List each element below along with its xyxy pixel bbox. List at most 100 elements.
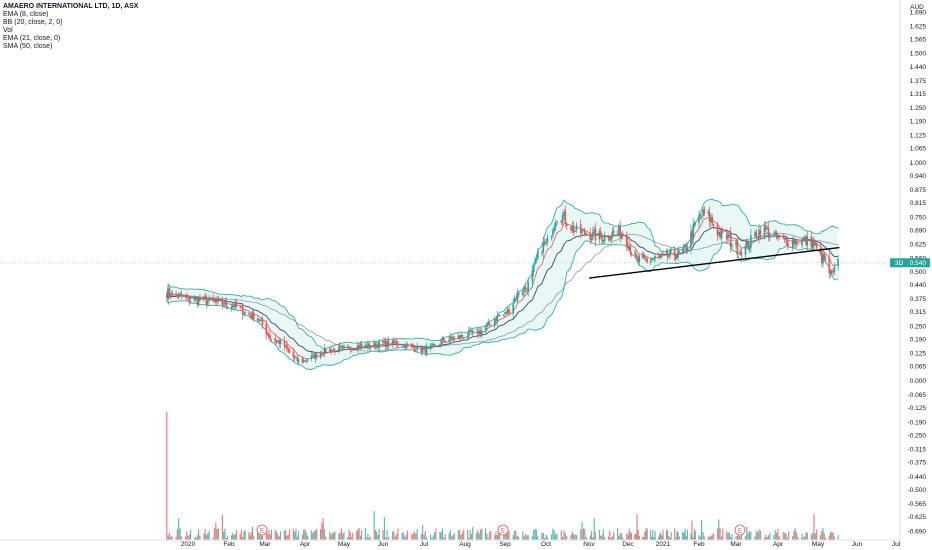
volume-bar xyxy=(774,530,776,540)
volume-bar xyxy=(435,528,437,540)
volume-bar xyxy=(431,538,433,540)
volume-bar xyxy=(481,528,483,540)
y-tick-label: -0.250 xyxy=(908,432,927,439)
volume-bar xyxy=(533,529,535,540)
volume-bar xyxy=(828,535,830,540)
volume-bar xyxy=(367,533,369,540)
volume-bar xyxy=(382,530,384,540)
volume-bar xyxy=(499,532,501,540)
candle-body xyxy=(585,233,587,235)
candle-body xyxy=(592,231,594,238)
candle-body xyxy=(215,300,217,303)
volume-bar xyxy=(487,537,489,540)
candle-body xyxy=(650,259,653,260)
volume-bar xyxy=(685,536,687,540)
candle-body xyxy=(481,330,483,336)
candle-body xyxy=(658,255,661,257)
volume-bar xyxy=(248,532,250,540)
candle-body xyxy=(171,291,173,296)
candle-body xyxy=(222,305,225,307)
y-tick-label: 0.250 xyxy=(910,323,927,330)
legend-ema8[interactable]: EMA (8, close) xyxy=(3,11,49,18)
candle-body xyxy=(395,341,398,345)
volume-bar xyxy=(496,535,498,540)
candle-body xyxy=(550,236,553,238)
volume-bar xyxy=(638,535,640,540)
candle-body xyxy=(634,253,636,254)
volume-bar xyxy=(610,537,612,540)
candle-body xyxy=(504,312,506,314)
volume-bar xyxy=(342,533,344,540)
candle-body xyxy=(212,297,214,301)
candle-body xyxy=(328,349,331,351)
volume-bar xyxy=(816,529,818,540)
candle-body xyxy=(288,350,291,353)
volume-bar xyxy=(323,529,326,540)
volume-bar xyxy=(702,532,704,540)
candle-body xyxy=(572,226,575,233)
volume-bar xyxy=(654,531,656,540)
volume-bar xyxy=(677,531,679,540)
volume-bar xyxy=(257,528,259,540)
volume-bar xyxy=(837,535,839,540)
legend-vol[interactable]: Vol xyxy=(3,27,13,34)
volume-bar xyxy=(832,532,834,540)
volume-bar xyxy=(730,536,732,540)
volume-bar xyxy=(550,534,553,540)
x-tick-label: Apr xyxy=(300,541,311,548)
candle-body xyxy=(349,347,352,350)
legend-ema21[interactable]: EMA (21, close, 0) xyxy=(3,35,61,42)
y-tick-label: -0.690 xyxy=(908,528,927,535)
candle-body xyxy=(676,256,678,259)
volume-bar xyxy=(296,536,298,540)
candle-body xyxy=(499,315,501,316)
candle-body xyxy=(541,252,543,253)
volume-bar xyxy=(657,536,660,540)
volume-bar xyxy=(352,532,354,540)
candle-body xyxy=(185,295,188,298)
earnings-marker-label: E xyxy=(260,528,264,534)
currency-label: AUD xyxy=(910,4,924,11)
volume-bar xyxy=(765,534,767,540)
volume-bar xyxy=(541,532,543,540)
volume-bar xyxy=(356,531,358,540)
volume-bar xyxy=(504,533,506,540)
volume-bar xyxy=(750,531,752,540)
candle-body xyxy=(593,229,595,231)
candle-body xyxy=(497,315,500,317)
candle-body xyxy=(616,232,619,234)
legend-bb[interactable]: BB (20, close, 2, 0) xyxy=(3,19,63,26)
candle-body xyxy=(433,344,436,345)
volume-bar xyxy=(628,528,630,540)
volume-bar xyxy=(204,529,206,540)
candle-body xyxy=(599,231,602,237)
candle-body xyxy=(612,230,615,233)
candle-body xyxy=(515,299,517,301)
volume-bar xyxy=(566,536,568,540)
volume-bar xyxy=(607,536,610,540)
candle-body xyxy=(453,337,456,339)
volume-bar xyxy=(470,534,473,540)
volume-bar xyxy=(512,535,514,540)
volume-bar xyxy=(662,529,664,540)
volume-bar xyxy=(460,534,462,540)
volume-bar xyxy=(286,535,288,540)
volume-bar xyxy=(287,534,289,540)
volume-bar xyxy=(675,537,677,540)
y-tick-label: 0.500 xyxy=(910,269,927,276)
volume-bar xyxy=(784,532,786,540)
volume-bar xyxy=(348,529,350,540)
legend-sma50[interactable]: SMA (50, close) xyxy=(3,43,53,50)
candle-body xyxy=(571,225,574,231)
volume-bar xyxy=(698,535,700,540)
volume-bar xyxy=(187,535,189,540)
candle-body xyxy=(429,346,432,349)
candle-body xyxy=(829,271,832,275)
candle-body xyxy=(490,324,492,326)
candle-body xyxy=(661,253,663,256)
last-price-value: 0.540 xyxy=(910,260,927,267)
candle-body xyxy=(205,296,208,305)
candle-body xyxy=(620,233,623,238)
volume-bar xyxy=(524,534,527,540)
